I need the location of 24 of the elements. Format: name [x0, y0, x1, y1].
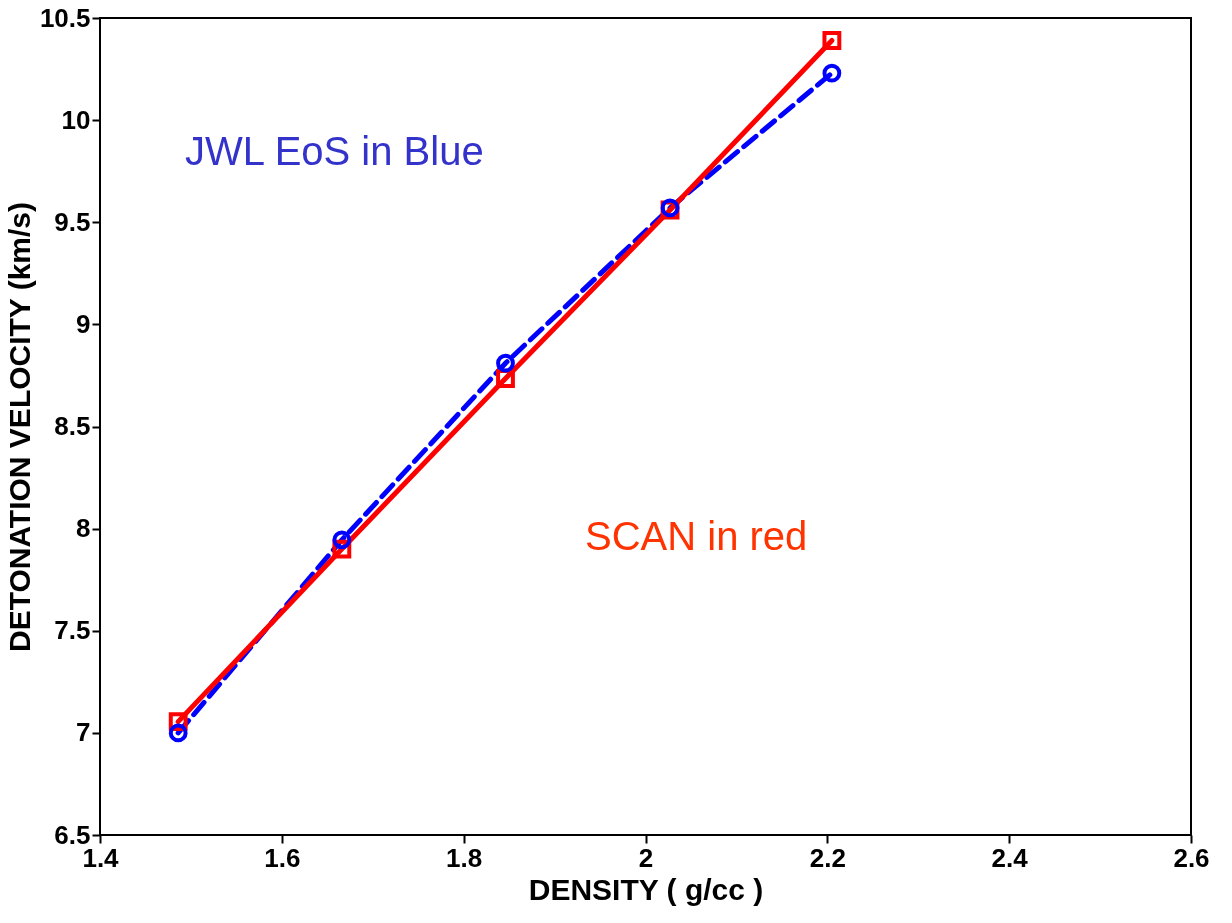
- x-tick-label: 1.6: [264, 842, 301, 873]
- y-tick-label: 10: [61, 104, 91, 135]
- x-tick-label: 2.4: [991, 842, 1029, 873]
- point: [822, 63, 842, 83]
- annotation: JWL EoS in Blue: [185, 129, 484, 173]
- y-tick-label: 7.5: [54, 615, 91, 646]
- point: [496, 353, 515, 373]
- x-tick-label: 1.8: [446, 842, 483, 873]
- annotation: SCAN in red: [585, 514, 808, 558]
- point: [168, 723, 188, 743]
- y-axis-title: DETONATION VELOCITY (km/s): [2, 201, 36, 653]
- y-tick-label: 9: [76, 308, 91, 339]
- x-tick-label: 2.2: [809, 842, 846, 873]
- x-tick-label: 2.6: [1173, 842, 1210, 873]
- y-tick-label: 10.5: [39, 2, 91, 33]
- y-tick-label: 8.5: [54, 411, 91, 441]
- y-tick-label: 7: [76, 717, 91, 748]
- x-axis-title: DENSITY ( g/cc ): [528, 872, 764, 906]
- point: [332, 530, 352, 550]
- x-tick-label: 2: [638, 842, 654, 873]
- y-tick-label: 9.5: [54, 206, 91, 237]
- y-tick-label: 6.5: [54, 819, 91, 850]
- point: [822, 31, 842, 50]
- y-tick-label: 8: [76, 513, 91, 544]
